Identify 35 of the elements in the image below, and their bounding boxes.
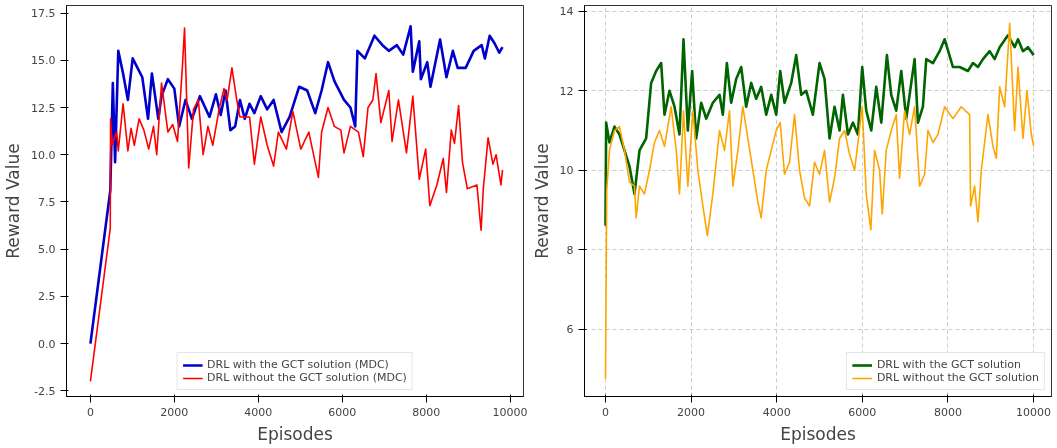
x-tick-label: 8000: [412, 405, 441, 419]
y-tick-label: 0.0: [38, 337, 56, 351]
y-tick-label: 17.5: [31, 7, 56, 21]
x-tick-label: 2000: [677, 405, 706, 419]
legend-label: DRL without the GCT solution: [876, 371, 1039, 384]
y-tick-label: 6: [566, 323, 574, 337]
y-tick-label: 14: [559, 5, 574, 19]
y-tick-label: 2.5: [38, 290, 56, 304]
x-tick-label: 8000: [933, 405, 962, 419]
x-tick-label: 10000: [492, 405, 528, 419]
y-tick-label: 15.0: [31, 54, 56, 68]
x-axis-title: Episodes: [257, 423, 333, 444]
x-tick-label: 0: [86, 405, 94, 419]
x-axis-title: Episodes: [780, 423, 856, 444]
x-tick-label: 4000: [244, 405, 273, 419]
y-tick-label: -2.5: [34, 384, 56, 398]
legend-label: DRL without the GCT solution (MDC): [207, 371, 407, 384]
y-axis-title: Reward Value: [3, 143, 24, 259]
x-tick-label: 2000: [160, 405, 189, 419]
x-tick-label: 0: [601, 405, 609, 419]
legend-label: DRL with the GCT solution (MDC): [207, 358, 389, 371]
y-tick-label: 8: [566, 243, 574, 257]
x-tick-label: 10000: [1016, 405, 1052, 419]
y-tick-label: 10.0: [31, 148, 56, 162]
y-axis-title: Reward Value: [531, 143, 552, 259]
x-tick-label: 6000: [848, 405, 877, 419]
legend-label: DRL with the GCT solution: [876, 358, 1021, 371]
line-series: [604, 33, 1035, 228]
y-tick-label: 5.0: [38, 243, 56, 257]
x-tick-label: 4000: [762, 405, 791, 419]
y-tick-label: 12: [559, 84, 574, 98]
y-tick-label: 12.5: [31, 101, 56, 115]
x-tick-label: 6000: [328, 405, 357, 419]
y-tick-label: 10: [559, 164, 574, 178]
y-tick-label: 7.5: [38, 195, 56, 209]
